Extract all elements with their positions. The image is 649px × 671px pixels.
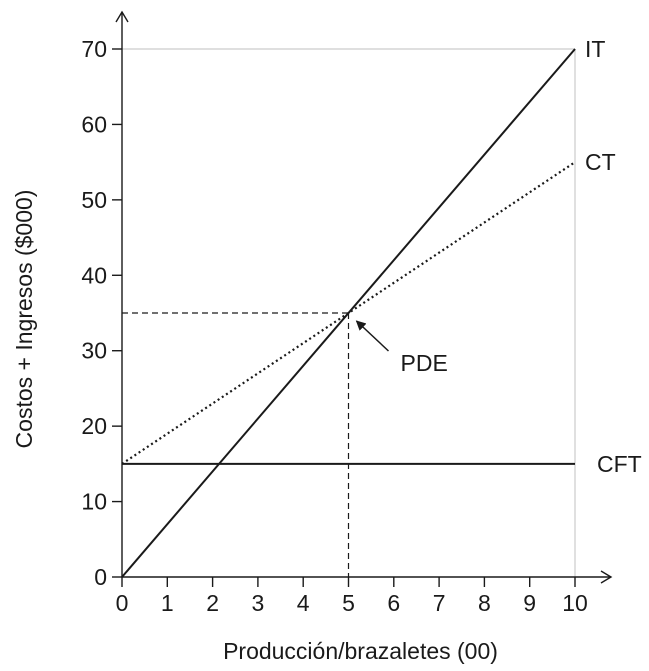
x-tick-label: 6 xyxy=(387,590,400,616)
y-tick-label: 20 xyxy=(81,413,107,439)
x-tick-label: 4 xyxy=(297,590,310,616)
y-axis-label: Costos + Ingresos ($000) xyxy=(11,190,37,449)
x-tick-label: 5 xyxy=(342,590,355,616)
y-tick-label: 50 xyxy=(81,187,107,213)
x-tick-label: 2 xyxy=(206,590,219,616)
y-tick-label: 10 xyxy=(81,489,107,515)
series-line-ct xyxy=(121,161,576,465)
x-tick-label: 9 xyxy=(523,590,536,616)
series-line-it xyxy=(121,48,576,578)
x-axis-label: Producción/brazaletes (00) xyxy=(223,638,498,664)
x-tick-label: 1 xyxy=(161,590,174,616)
y-tick-label: 70 xyxy=(81,36,107,62)
x-tick-label: 10 xyxy=(562,590,588,616)
x-tick-label: 0 xyxy=(116,590,129,616)
series-label-ct: CT xyxy=(585,149,616,175)
x-tick-label: 3 xyxy=(252,590,265,616)
y-axis-arrow xyxy=(115,10,129,23)
series-label-it: IT xyxy=(585,36,605,62)
pde-arrow xyxy=(355,320,390,352)
series-label-cft: CFT xyxy=(597,451,642,477)
y-tick-label: 40 xyxy=(81,262,107,288)
y-tick-label: 30 xyxy=(81,338,107,364)
x-axis-arrow xyxy=(600,570,613,584)
y-tick-label: 0 xyxy=(94,564,107,590)
pde-label: PDE xyxy=(401,350,448,376)
x-tick-label: 7 xyxy=(433,590,446,616)
y-tick-label: 60 xyxy=(81,111,107,137)
x-tick-label: 8 xyxy=(478,590,491,616)
